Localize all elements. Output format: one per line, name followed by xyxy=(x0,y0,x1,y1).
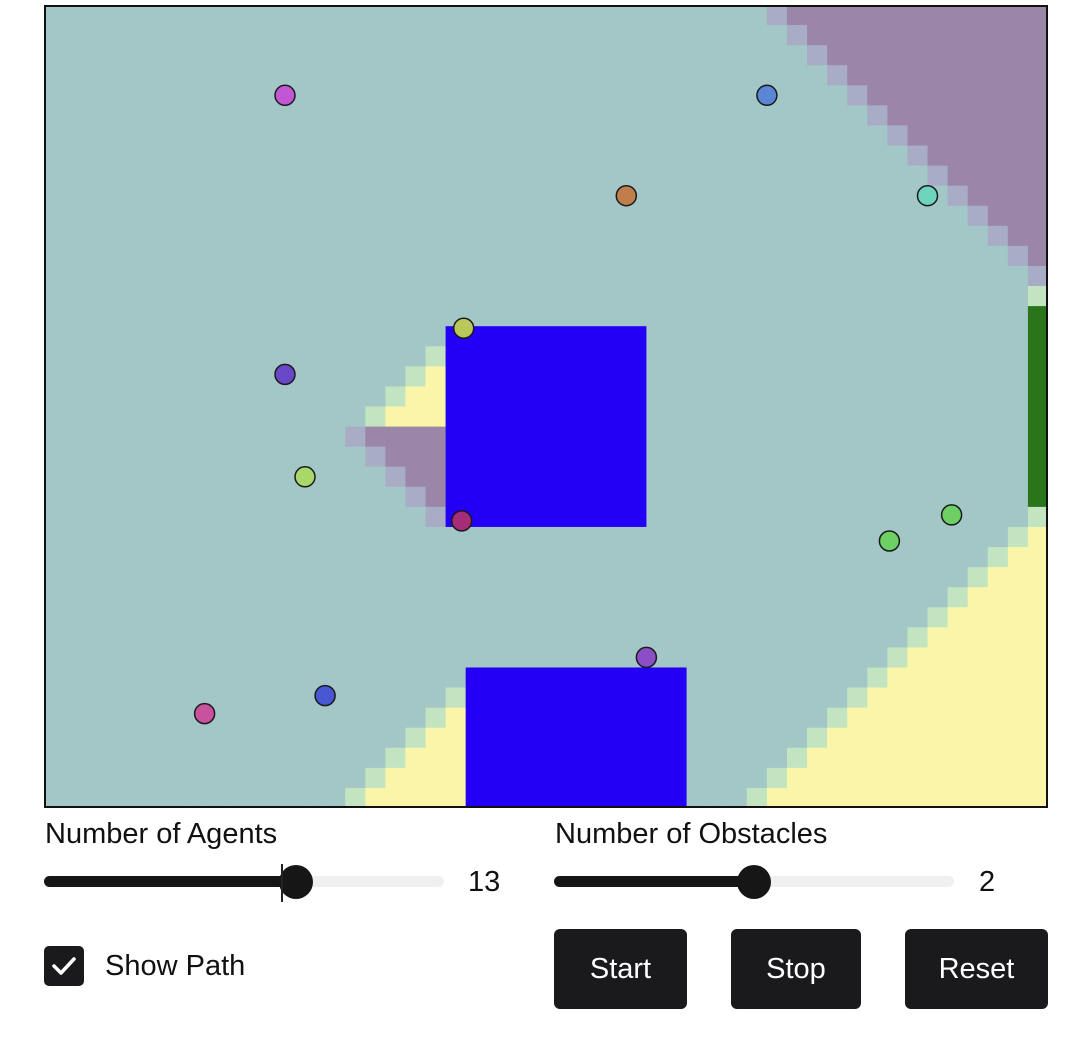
stop-button[interactable]: Stop xyxy=(731,929,861,1009)
agent-7 xyxy=(294,466,316,488)
start-button[interactable]: Start xyxy=(554,929,687,1009)
text-cursor xyxy=(281,864,283,902)
agent-11 xyxy=(635,646,658,669)
agent-1 xyxy=(274,84,296,107)
agent-layer xyxy=(193,84,963,725)
reset-button[interactable]: Reset xyxy=(905,929,1048,1009)
obstacles-slider[interactable] xyxy=(554,861,954,901)
obstacle-1 xyxy=(445,326,647,527)
goal-zone xyxy=(1027,306,1048,507)
agent-9 xyxy=(878,530,901,552)
agents-label: Number of Agents xyxy=(45,818,278,850)
obstacles-label: Number of Obstacles xyxy=(555,818,828,850)
obstacle-layer xyxy=(445,326,687,808)
canvas-border xyxy=(44,5,1048,808)
show-path-checkbox[interactable] xyxy=(44,946,84,986)
obstacles-slider-fill xyxy=(554,876,754,887)
agent-2 xyxy=(756,84,778,107)
agent-3 xyxy=(615,184,638,207)
agents-slider[interactable] xyxy=(44,861,444,901)
checkmark-icon xyxy=(52,957,76,975)
agent-12 xyxy=(314,684,336,707)
agent-13 xyxy=(193,702,216,725)
obstacles-slider-thumb[interactable] xyxy=(737,865,771,899)
simulation-canvas[interactable] xyxy=(44,5,1048,808)
show-path-label: Show Path xyxy=(105,950,246,982)
obstacles-value: 2 xyxy=(979,866,996,898)
agent-8 xyxy=(450,510,473,532)
agent-10 xyxy=(940,504,963,526)
agents-value: 13 xyxy=(468,866,501,898)
agent-5 xyxy=(452,317,475,339)
obstacle-2 xyxy=(465,667,687,808)
agent-6 xyxy=(274,363,296,386)
goal-zone-rect xyxy=(1027,306,1048,507)
flow-field-grid xyxy=(44,5,1048,808)
agents-slider-fill xyxy=(44,876,296,887)
agents-slider-thumb[interactable] xyxy=(279,865,313,899)
agent-4 xyxy=(916,184,939,207)
